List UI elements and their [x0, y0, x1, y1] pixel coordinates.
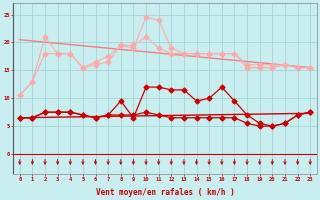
- X-axis label: Vent moyen/en rafales ( km/h ): Vent moyen/en rafales ( km/h ): [96, 188, 234, 197]
